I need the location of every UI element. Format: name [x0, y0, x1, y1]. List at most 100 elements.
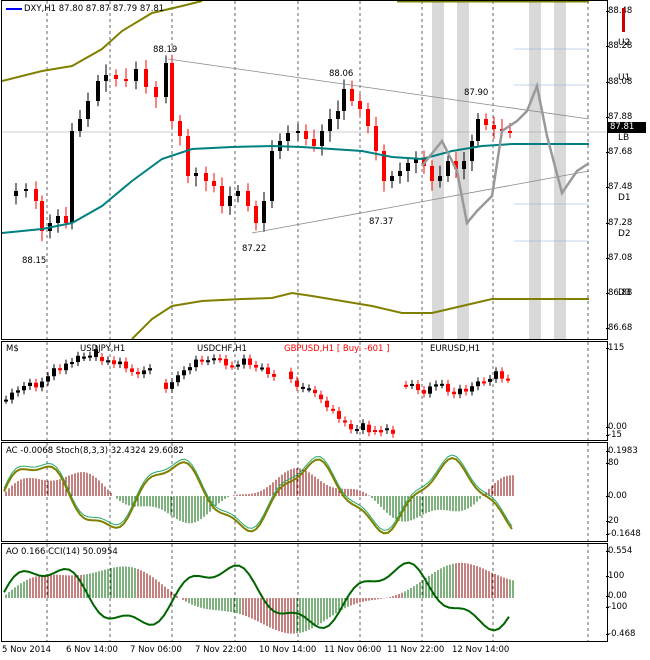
main-price-chart[interactable]: DXY,H1 87.80 87.87 87.79 87.81 88.19 88.… — [1, 0, 608, 340]
sym-candle — [194, 359, 198, 368]
candle-body — [220, 186, 224, 206]
level-u1: U1 — [618, 73, 631, 83]
sym-candle — [373, 430, 377, 432]
sym-candle — [355, 429, 359, 432]
sym-candle — [313, 389, 317, 394]
candle-body — [86, 101, 90, 119]
swing-label: 88.19 — [153, 45, 178, 55]
sym-candle — [164, 382, 168, 389]
ao-title: AO 0.166 CCI(14) 50.0954 — [6, 547, 118, 557]
sym-candle — [188, 367, 192, 371]
symbols-axis: 115 0.00 -15 — [605, 341, 650, 441]
sym-tick: -15 — [606, 430, 622, 440]
candle-body — [78, 119, 82, 131]
sym-candle — [124, 361, 128, 369]
trend-line — [167, 58, 590, 120]
price-tick: 88.48 — [605, 6, 633, 16]
candle-body — [194, 173, 198, 176]
candle-body — [40, 201, 44, 231]
symbols-panel[interactable]: M$ USDJPY,H1 USDCHF,H1 GBPUSD,H1 [ Buy: … — [1, 341, 608, 441]
time-tick: 11 Nov 22:00 — [387, 645, 445, 655]
envelope-upper — [2, 1, 203, 82]
symbols-plot — [4, 342, 589, 440]
ao-tick: 0.554 — [605, 546, 633, 556]
ac-tick: 0.1983 — [606, 446, 638, 456]
candle-body — [438, 176, 442, 181]
sym-candle — [464, 388, 468, 392]
sym-candle — [142, 370, 146, 375]
candle-body — [24, 189, 28, 191]
sym-candle — [500, 371, 504, 379]
sym-candle — [301, 386, 305, 389]
candle-body — [406, 163, 410, 171]
candle-body — [96, 81, 100, 101]
candle-body — [164, 63, 168, 97]
sym-candle — [295, 380, 299, 387]
sym-candle — [218, 358, 222, 361]
cci-line — [3, 561, 510, 632]
sym-candle — [230, 365, 234, 368]
price-tick: 88.28 — [605, 41, 633, 51]
sym-candle — [130, 368, 134, 372]
level-lb: LB — [618, 133, 630, 143]
sym-candle — [470, 386, 474, 392]
ac-stoch-plot — [3, 443, 589, 541]
sym-candle — [391, 429, 395, 434]
candle-body — [236, 191, 240, 196]
price-tick: 88.08 — [605, 77, 633, 87]
session-stripe — [457, 1, 469, 339]
swing-label: 88.06 — [329, 69, 354, 79]
moving-average-line — [2, 143, 589, 234]
ao-tick: 0.00 — [606, 591, 627, 601]
ohlc-values: 87.80 87.87 87.79 87.81 — [58, 4, 165, 14]
time-axis: 5 Nov 2014 6 Nov 14:00 7 Nov 06:00 7 Nov… — [0, 642, 650, 660]
sym-candle — [28, 382, 32, 387]
price-tick: 87.88 — [605, 112, 633, 122]
trend-line — [251, 170, 590, 234]
candle-body — [14, 191, 18, 196]
ac-stoch-panel[interactable]: AC -0.0068 Stoch(8,3,3) 32.4324 29.6082 — [1, 442, 608, 542]
trade-marker — [622, 8, 625, 32]
candle-body — [336, 111, 340, 119]
candle-body — [462, 161, 466, 169]
sym-candle — [94, 349, 98, 357]
candle-body — [262, 201, 266, 223]
sym-candle — [70, 362, 74, 365]
ac-tick: 20 — [606, 516, 619, 526]
symbol-usdchf: USDCHF,H1 — [197, 344, 247, 354]
symbol-usdjpy: USDJPY,H1 — [80, 344, 126, 354]
current-price-badge: 87.81 — [608, 122, 646, 133]
candle-body — [186, 136, 190, 176]
sym-candle — [325, 400, 329, 408]
sym-candle — [200, 359, 204, 362]
sym-candle — [404, 384, 408, 387]
session-stripe — [554, 1, 566, 339]
candle-body — [134, 69, 138, 81]
sym-candle — [136, 371, 140, 375]
time-tick: 10 Nov 14:00 — [259, 645, 317, 655]
ao-axis: 0.554 100 0.00 -100 -0.468 — [605, 543, 650, 642]
sym-candle — [440, 383, 444, 386]
swing-label: 87.22 — [242, 244, 267, 254]
symbol-gbpusd: GBPUSD,H1 [ Buy: -601 ] — [284, 344, 390, 354]
sym-candle — [58, 368, 62, 371]
candle-body — [358, 101, 362, 109]
ao-cci-panel[interactable]: AO 0.166 CCI(14) 50.0954 — [1, 543, 608, 642]
sym-candle — [236, 364, 240, 367]
candle-body — [170, 63, 174, 121]
level-u2: U2 — [618, 38, 631, 48]
sym-candle — [428, 386, 432, 394]
sym-candle — [22, 386, 26, 391]
candle-body — [154, 87, 158, 97]
sym-candle — [224, 358, 228, 366]
swing-label: 87.37 — [369, 217, 394, 227]
candle-body — [398, 171, 402, 176]
sym-candle — [307, 388, 311, 391]
price-tick: 86.68 — [605, 323, 633, 333]
price-plot — [2, 1, 607, 339]
candle-body — [414, 159, 418, 163]
sym-candle — [476, 381, 480, 387]
sym-candle — [212, 358, 216, 361]
symbol-label: DXY,H1 — [24, 4, 57, 14]
stoch-main-line — [3, 456, 513, 535]
